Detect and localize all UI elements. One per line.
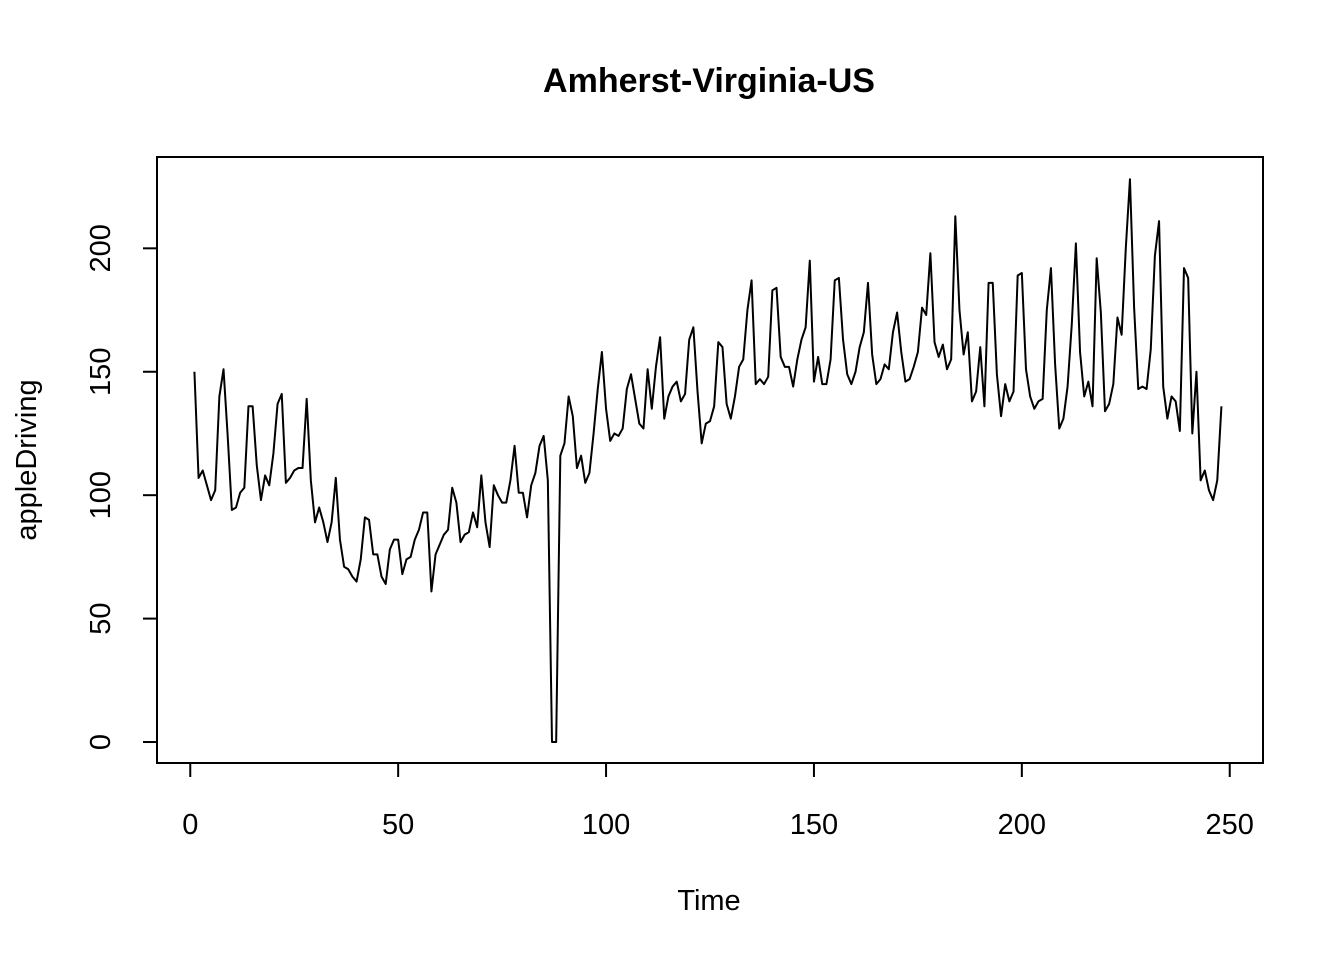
x-tick-label: 100 (582, 809, 630, 841)
x-tick-label: 250 (1206, 809, 1254, 841)
y-tick-label: 0 (85, 734, 117, 750)
chart-title: Amherst-Virginia-US (543, 62, 875, 100)
x-axis: 0 50 100 150 200 250 (182, 762, 1254, 841)
x-tick-label: 0 (182, 809, 198, 841)
series-line (193, 178, 1223, 744)
data-points (193, 178, 1222, 743)
y-axis-label: appleDriving (11, 379, 43, 540)
x-tick-label: 200 (998, 809, 1046, 841)
y-tick-label: 150 (85, 348, 117, 396)
x-tick-label: 50 (382, 809, 414, 841)
y-tick-label: 50 (85, 602, 117, 634)
y-axis: 0 50 100 150 200 (85, 224, 158, 750)
y-tick-label: 200 (85, 224, 117, 272)
x-axis-label: Time (677, 885, 740, 917)
plot-frame (156, 156, 1264, 764)
y-tick-label: 100 (85, 471, 117, 519)
x-tick-label: 150 (790, 809, 838, 841)
